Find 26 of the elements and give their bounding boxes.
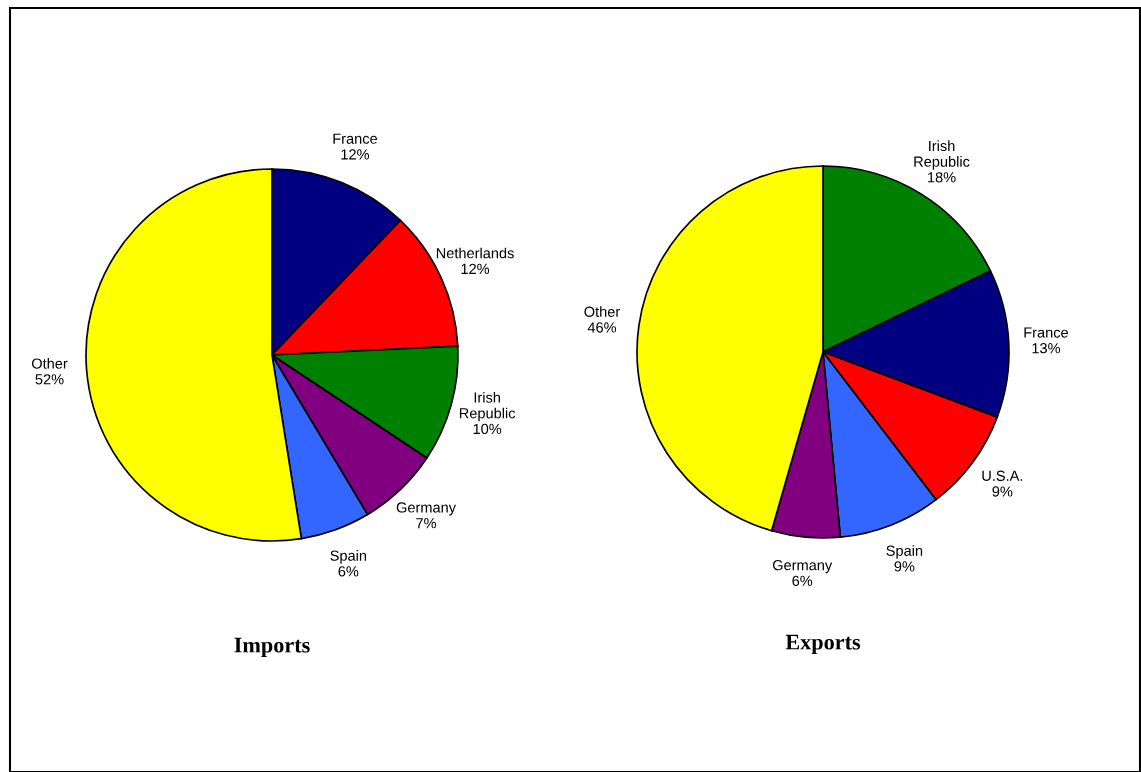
slice-label: Germany: [396, 502, 456, 516]
slice-label: Germany: [772, 559, 833, 574]
data-label: 10%: [473, 423, 502, 435]
slice-label: France: [333, 133, 377, 144]
data-label: 9%: [992, 486, 1013, 497]
slice-label: Netherlands: [436, 247, 514, 259]
slice-label: Other: [31, 358, 68, 369]
text: Imports: [234, 637, 310, 658]
text: Exports: [785, 634, 861, 655]
slice-label: U.S.A.: [982, 470, 1023, 481]
slice-label: Spain: [330, 550, 367, 564]
data-label: 52%: [35, 374, 64, 385]
slice-label: Spain: [886, 545, 923, 559]
data-label: 46%: [587, 322, 617, 333]
data-label: 6%: [338, 566, 359, 577]
data-label: 9%: [894, 561, 915, 572]
slice-label: Irish Republic: [459, 391, 516, 422]
data-label: 12%: [341, 149, 370, 160]
slice-label: Other: [584, 306, 620, 317]
data-label: 6%: [792, 575, 813, 586]
data-label: 13%: [1032, 343, 1061, 354]
data-label: 18%: [928, 172, 956, 183]
slice-label: France: [1024, 327, 1069, 338]
data-label: 7%: [416, 518, 437, 529]
slice-label: Irish Republic: [914, 140, 970, 170]
data-label: 12%: [461, 263, 490, 274]
